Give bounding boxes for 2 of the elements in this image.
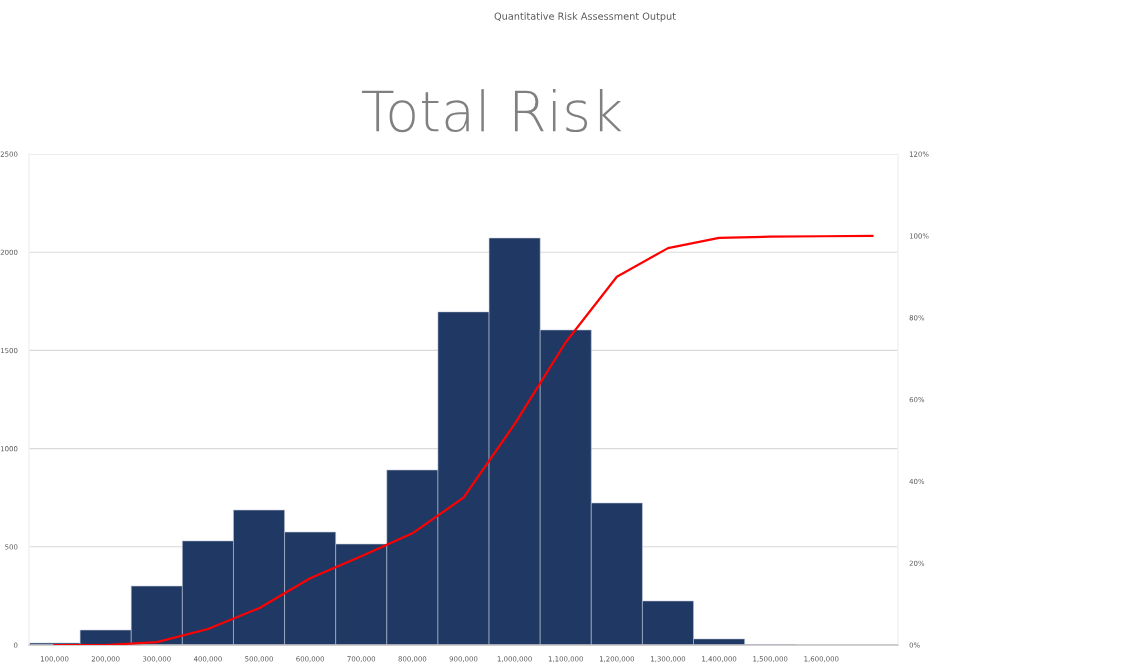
chart-subtitle: Total Risk — [361, 89, 622, 133]
chart-title: Quantitative Risk Assessment Output — [494, 12, 676, 22]
